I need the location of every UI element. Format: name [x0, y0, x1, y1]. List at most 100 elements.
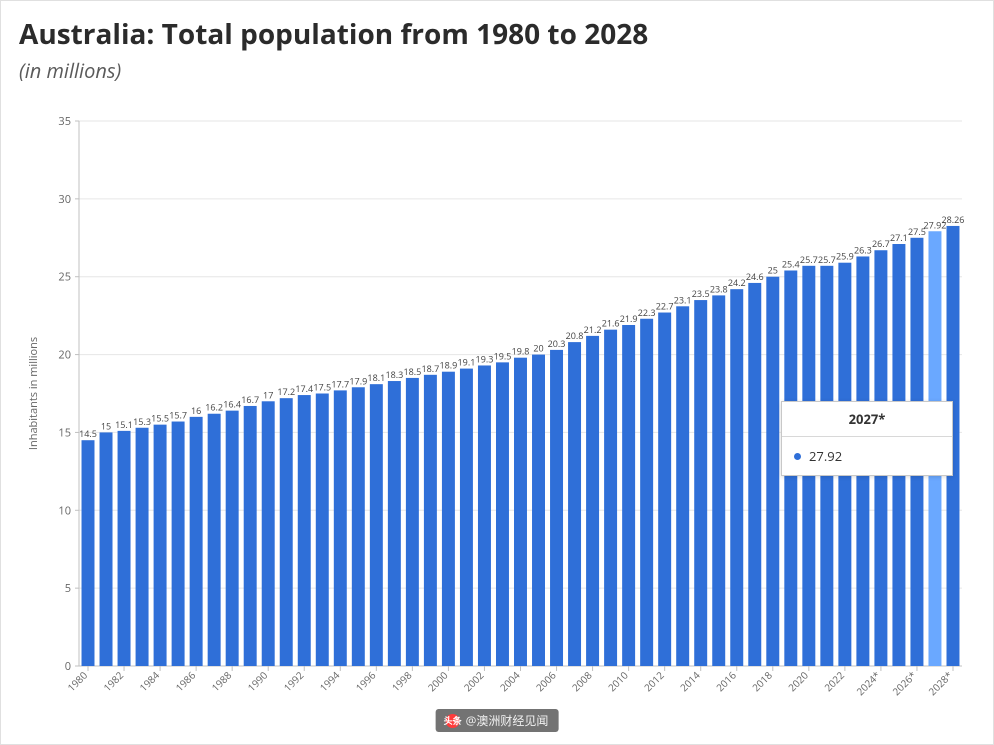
svg-text:5: 5	[65, 581, 71, 596]
x-tick-label: 2002	[461, 668, 487, 694]
bar-value-label: 15.7	[169, 409, 187, 422]
bar[interactable]	[730, 289, 743, 666]
x-tick-label: 1984	[136, 668, 162, 694]
bar[interactable]	[622, 325, 635, 666]
bar[interactable]	[532, 355, 545, 666]
chart-subtitle: (in millions)	[19, 57, 993, 84]
bar-value-label: 19.8	[512, 345, 530, 358]
bar[interactable]	[316, 394, 329, 667]
bar[interactable]	[370, 384, 383, 666]
svg-text:0: 0	[65, 659, 71, 674]
bar-value-label: 17	[263, 388, 273, 401]
svg-text:25: 25	[58, 270, 71, 285]
bar-value-label: 22.7	[656, 300, 674, 313]
x-tick-label: 1982	[100, 668, 126, 694]
x-tick-label: 2014	[677, 668, 703, 694]
bar-value-label: 19.1	[458, 356, 476, 369]
svg-text:15: 15	[58, 425, 71, 440]
bar-value-label: 27.1	[890, 231, 908, 244]
x-tick-label: 2004	[497, 668, 523, 694]
bar[interactable]	[118, 431, 131, 666]
bar-value-label: 17.5	[313, 381, 331, 394]
bar-value-label: 26.3	[854, 243, 872, 256]
bar[interactable]	[172, 422, 185, 666]
bar[interactable]	[676, 306, 689, 666]
bar[interactable]	[568, 342, 581, 666]
bar-value-label: 18.1	[367, 371, 385, 384]
bar[interactable]	[478, 365, 491, 666]
svg-text:30: 30	[58, 192, 71, 207]
bar-value-label: 16.4	[223, 398, 241, 411]
bar-value-label: 25.9	[836, 250, 854, 263]
bar-value-label: 18.9	[440, 359, 458, 372]
watermark-badge-icon: 头条	[446, 714, 460, 728]
bar-value-label: 24.6	[746, 270, 764, 283]
bar-value-label: 25.4	[782, 257, 800, 270]
bar[interactable]	[442, 372, 455, 666]
bar[interactable]	[100, 432, 113, 666]
bar[interactable]	[694, 300, 707, 666]
bar[interactable]	[82, 440, 95, 666]
bar[interactable]	[244, 406, 257, 666]
bar[interactable]	[424, 375, 437, 666]
bar-value-label: 21.9	[620, 312, 638, 325]
bar[interactable]	[388, 381, 401, 666]
bar[interactable]	[514, 358, 527, 666]
svg-text:20: 20	[58, 348, 71, 363]
x-tick-label: 2012	[641, 668, 667, 694]
bar-value-label: 23.5	[692, 287, 710, 300]
bar[interactable]	[460, 369, 473, 666]
hover-tooltip: 2027* 27.92	[781, 401, 953, 476]
x-tick-label: 1988	[208, 668, 234, 694]
bar[interactable]	[766, 277, 779, 666]
bar-value-label: 21.2	[584, 323, 602, 336]
bar[interactable]	[190, 417, 203, 666]
x-tick-label: 2020	[785, 668, 811, 694]
bar-value-label: 15.1	[115, 418, 133, 431]
bar-value-label: 19.5	[494, 349, 512, 362]
bar[interactable]	[226, 411, 239, 666]
x-tick-label: 2010	[605, 668, 631, 694]
bar[interactable]	[208, 414, 221, 666]
bar[interactable]	[406, 378, 419, 666]
bar-value-label: 18.5	[403, 365, 421, 378]
bar[interactable]	[298, 395, 311, 666]
bar[interactable]	[712, 295, 725, 666]
x-tick-label: 2018	[749, 668, 775, 694]
bar-value-label: 23.8	[710, 282, 728, 295]
x-tick-label: 1986	[172, 668, 198, 694]
bar[interactable]	[658, 313, 671, 666]
bar[interactable]	[154, 425, 167, 666]
x-tick-label: 1992	[280, 668, 306, 694]
bar[interactable]	[334, 390, 347, 666]
x-tick-label: 2006	[533, 668, 559, 694]
bar-value-label: 21.6	[602, 317, 620, 330]
bar[interactable]	[604, 330, 617, 666]
bar[interactable]	[352, 387, 365, 666]
bar[interactable]	[136, 428, 149, 666]
bar[interactable]	[640, 319, 653, 666]
x-tick-label: 2024*	[853, 668, 883, 698]
bar[interactable]	[280, 398, 293, 666]
bar-value-label: 22.3	[638, 306, 656, 319]
tooltip-title: 2027*	[782, 402, 952, 437]
bar[interactable]	[586, 336, 599, 666]
bar-value-label: 15.5	[151, 412, 169, 425]
bar-value-label: 16.7	[241, 393, 259, 406]
bar-value-label: 20.3	[548, 337, 566, 350]
bar-value-label: 14.5	[79, 427, 97, 440]
x-tick-label: 2022	[821, 668, 847, 694]
x-tick-label: 2000	[424, 668, 450, 694]
bar[interactable]	[550, 350, 563, 666]
tooltip-series-dot-icon	[794, 453, 801, 460]
bar-value-label: 20.8	[566, 329, 584, 342]
x-tick-label: 2016	[713, 668, 739, 694]
bar[interactable]	[748, 283, 761, 666]
bar[interactable]	[496, 362, 509, 666]
bar-value-label: 15.3	[133, 415, 151, 428]
chart-title: Australia: Total population from 1980 to…	[19, 15, 993, 53]
bar-value-label: 25	[768, 264, 778, 277]
bar[interactable]	[262, 401, 275, 666]
svg-text:10: 10	[58, 503, 71, 518]
x-tick-label: 1990	[244, 668, 270, 694]
